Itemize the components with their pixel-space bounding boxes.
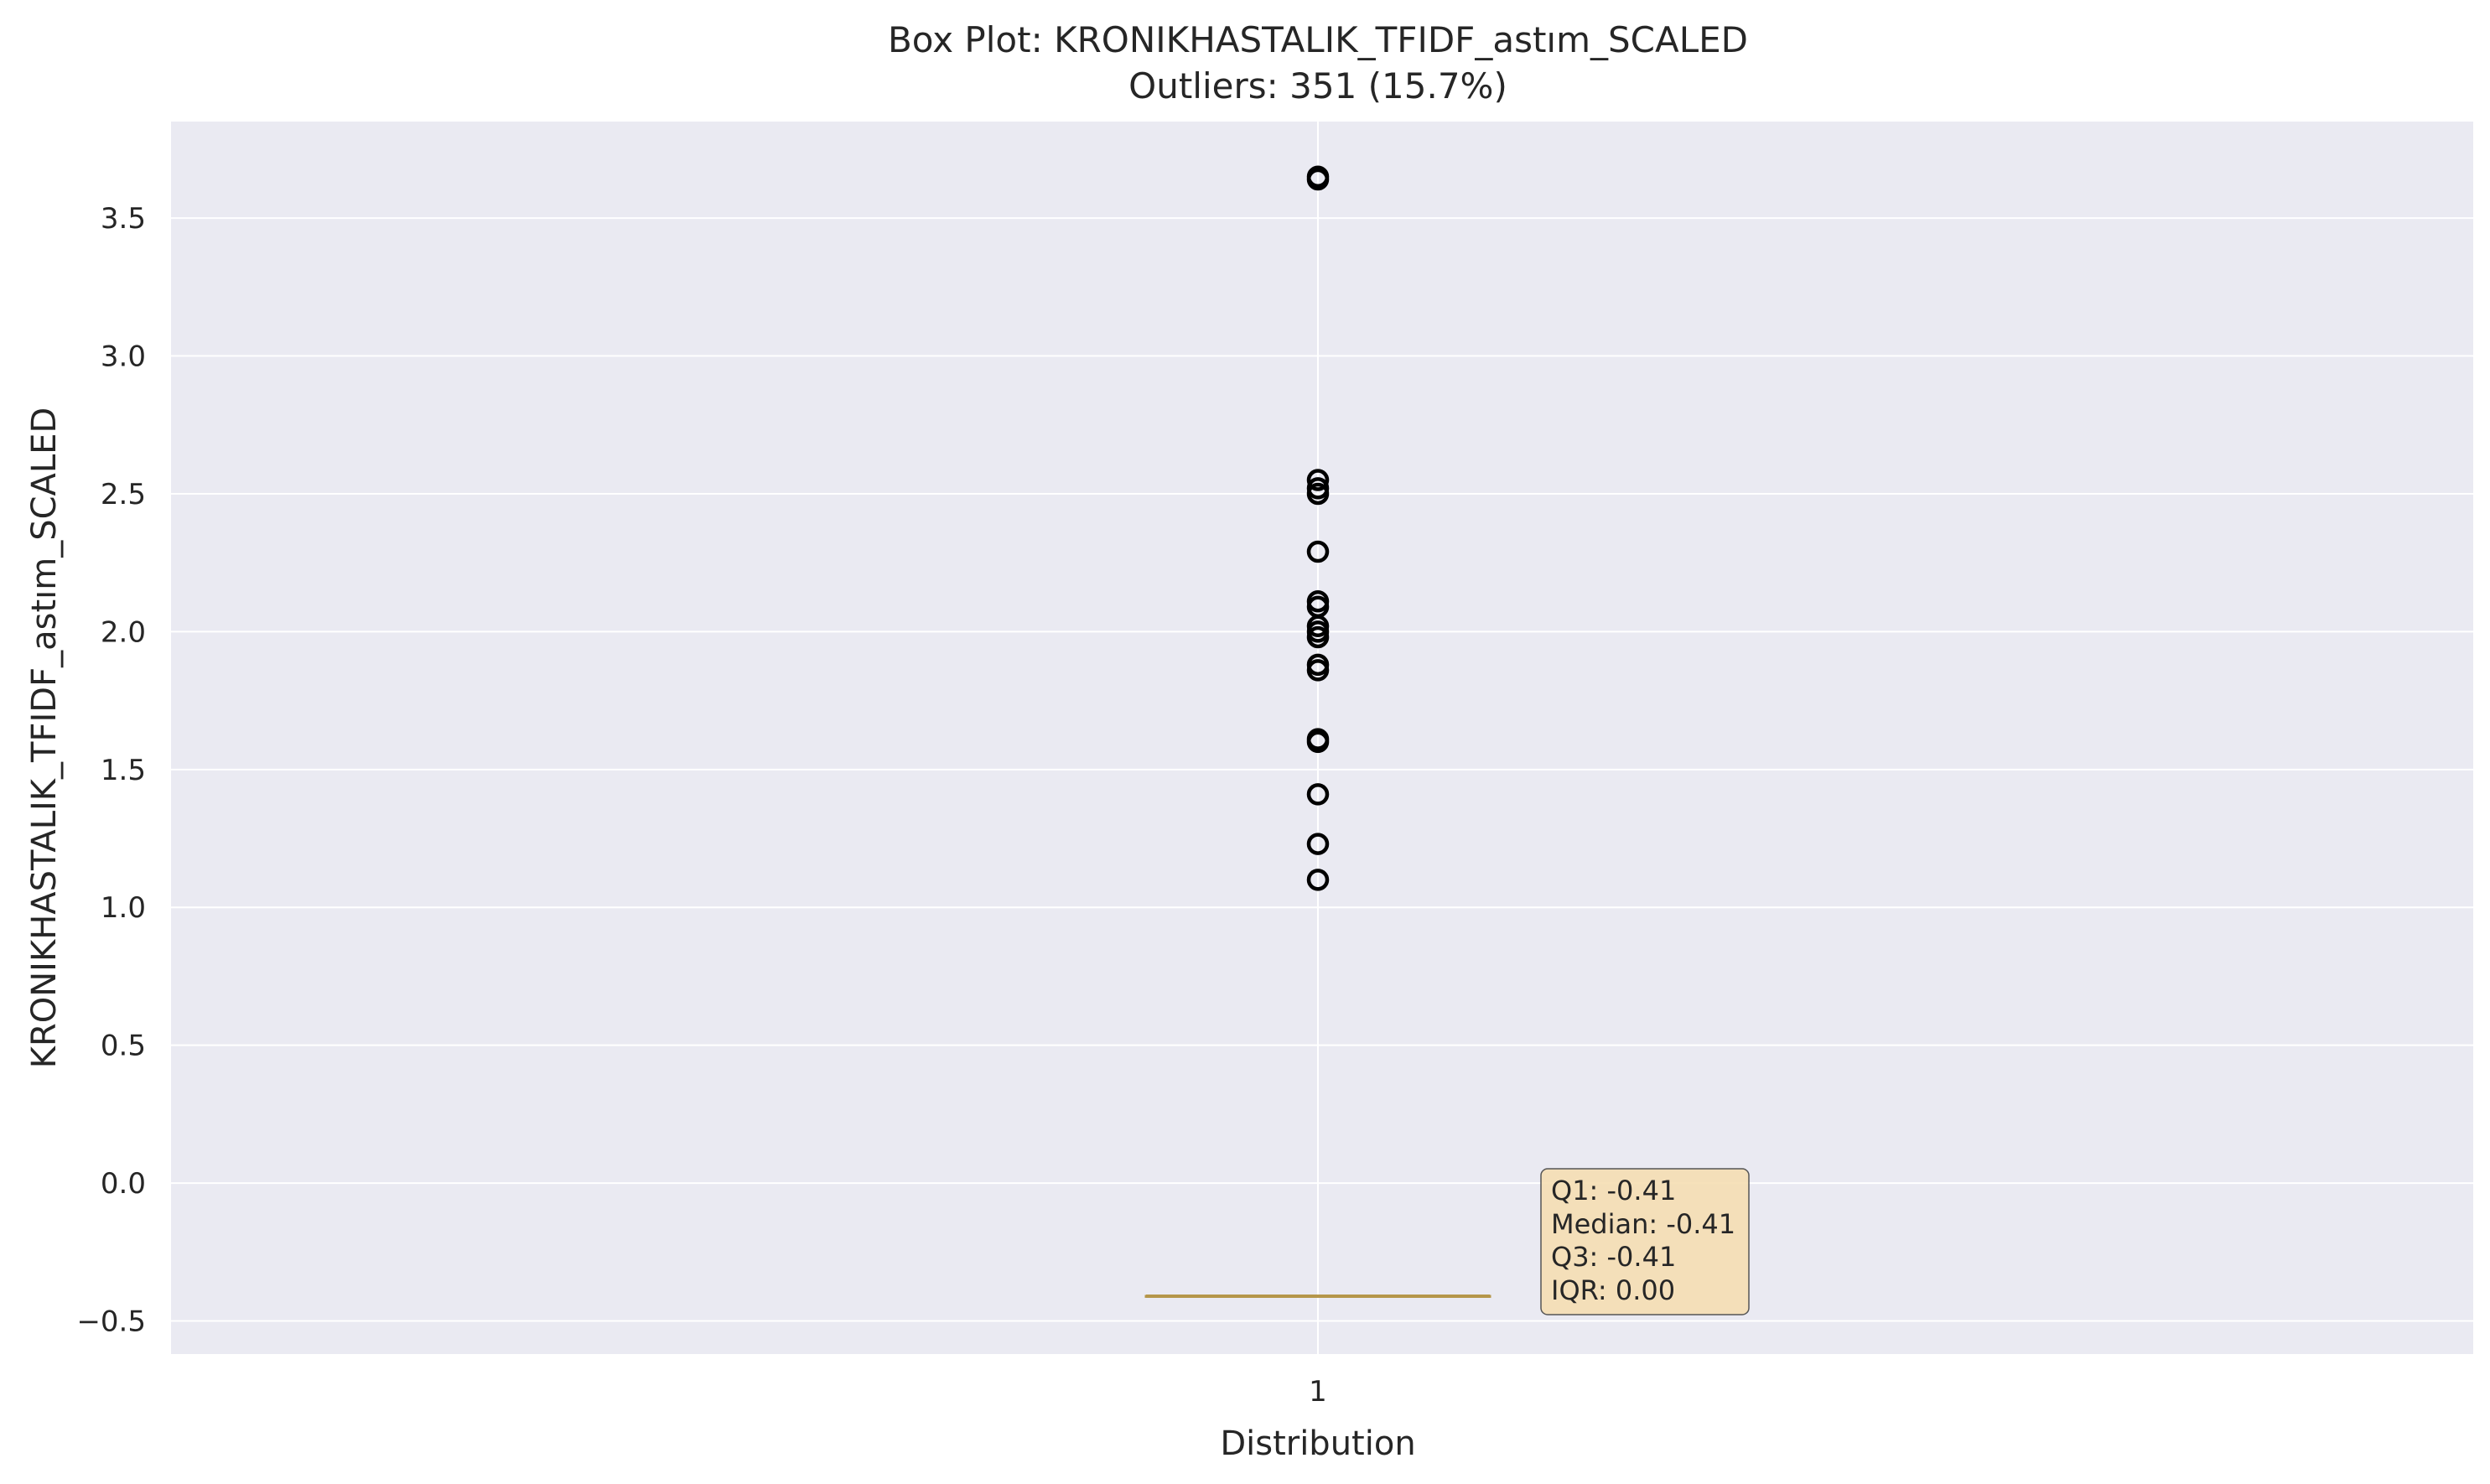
stats-q3: Q3: -0.41 (1551, 1241, 1676, 1273)
outlier-point-2 (1306, 783, 1330, 806)
y-tick-label-2: 0.5 (101, 1030, 146, 1063)
outlier-point-4 (1306, 728, 1330, 750)
grid-lines (171, 122, 2473, 1354)
y-tick-label-0: −0.5 (76, 1305, 146, 1339)
outlier-point-14 (1306, 477, 1330, 500)
stats-box (1540, 1168, 1750, 1315)
outlier-point-11 (1306, 589, 1330, 613)
outlier-point-17 (1306, 165, 1330, 189)
outlier-point-12 (1306, 540, 1330, 563)
outlier-point-1 (1306, 833, 1330, 855)
stats-median: Median: -0.41 (1551, 1208, 1735, 1240)
outlier-points (1306, 165, 1330, 891)
y-axis-ticks: −0.5 0.0 0.5 1.0 1.5 2.0 2.5 3.0 3.5 (76, 202, 146, 1338)
stats-q1: Q1: -0.41 (1551, 1175, 1676, 1206)
chart-title: Box Plot: KRONIKHASTALIK_TFIDF_astım_SCA… (888, 19, 1748, 60)
y-axis-label: KRONIKHASTALIK_TFIDF_astım_SCALED (25, 407, 64, 1069)
y-tick-label-8: 3.5 (101, 202, 146, 236)
plot-area (171, 122, 2473, 1354)
outlier-point-15 (1306, 469, 1330, 491)
y-tick-label-7: 3.0 (101, 340, 146, 374)
x-axis-label: Distribution (1220, 1424, 1415, 1463)
stats-annotation: Q1: -0.41 Median: -0.41 Q3: -0.41 IQR: 0… (1540, 1168, 1750, 1315)
chart-subtitle: Outliers: 351 (15.7%) (1128, 65, 1507, 106)
y-tick-label-3: 1.0 (101, 891, 146, 925)
x-tick-label: 1 (1309, 1375, 1327, 1409)
y-tick-label-4: 1.5 (101, 754, 146, 787)
y-tick-label-1: 0.0 (101, 1167, 146, 1201)
y-tick-label-6: 2.5 (101, 478, 146, 511)
y-tick-label-5: 2.0 (101, 615, 146, 649)
outlier-point-0 (1306, 869, 1330, 891)
box-plot (1144, 1294, 1491, 1298)
outlier-point-6 (1306, 653, 1330, 677)
stats-iqr: IQR: 0.00 (1551, 1274, 1675, 1306)
